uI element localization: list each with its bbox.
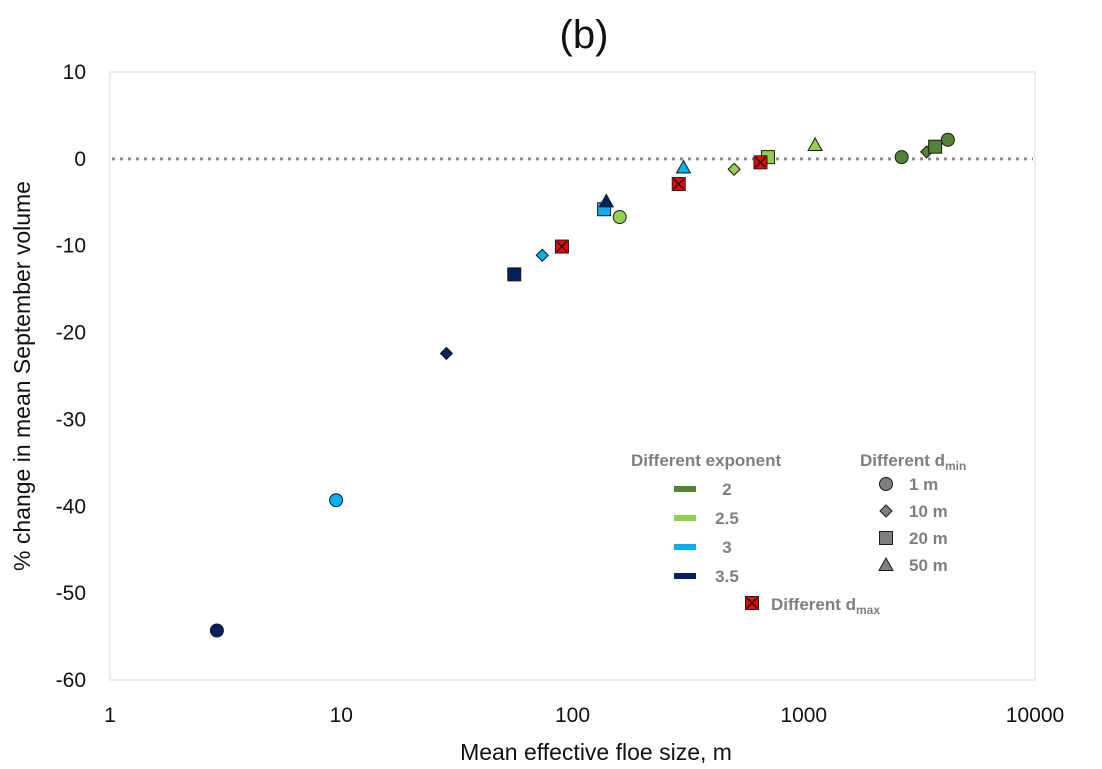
data-point xyxy=(894,150,909,165)
x-axis-ticks: 1 10 100 1000 10000 xyxy=(104,704,1064,727)
legend-swatch xyxy=(674,573,696,579)
data-point xyxy=(940,132,955,147)
legend-dmin-title-sub: min xyxy=(945,459,966,473)
plot-area xyxy=(109,71,1036,681)
y-tick-label: 10 xyxy=(63,61,86,84)
y-tick-label: -30 xyxy=(56,408,86,431)
data-point xyxy=(928,139,943,154)
legend-dmax-symbol-cross xyxy=(746,597,758,609)
legend-exponent-title: Different exponent xyxy=(631,451,782,470)
y-tick-label: -10 xyxy=(56,235,86,258)
legend-marker xyxy=(879,504,893,518)
x-tick-label: 1000 xyxy=(780,704,827,727)
data-point xyxy=(535,248,549,262)
data-point xyxy=(329,493,344,508)
chart-title: (b) xyxy=(560,13,609,57)
legend-dmin-label: 20 m xyxy=(909,529,948,548)
data-point xyxy=(598,193,615,208)
legend-exponent-label: 2 xyxy=(722,480,731,499)
y-tick-label: -40 xyxy=(56,495,86,518)
data-point xyxy=(753,155,768,170)
legend-marker xyxy=(878,556,894,571)
legend-dmin-label: 50 m xyxy=(909,556,948,575)
legend-dmin-entries: 1 m 10 m 20 m 50 m xyxy=(878,475,948,575)
data-point xyxy=(439,346,454,361)
legend-exponent-label: 3 xyxy=(722,538,731,557)
legend: Different exponent 22.533.5 Different dm… xyxy=(631,451,966,617)
legend-dmax-marker xyxy=(745,596,759,610)
data-point xyxy=(507,267,522,282)
legend-dmax-symbol xyxy=(745,596,759,610)
data-point xyxy=(807,136,823,151)
data-point xyxy=(675,159,692,174)
legend-dmin-title-main: Different d xyxy=(860,451,945,470)
legend-dmax-label-sub: max xyxy=(856,603,880,617)
legend-dmax-label-main: Different d xyxy=(771,595,856,614)
legend-dmax-label: Different dmax xyxy=(771,595,880,617)
legend-exponent-label: 3.5 xyxy=(715,567,739,586)
data-point-cross xyxy=(556,241,568,253)
y-axis-ticks: 10 0 -10 -20 -30 -40 -50 -60 xyxy=(56,61,86,692)
x-axis-title: Mean effective floe size, m xyxy=(460,739,732,765)
data-point-cross xyxy=(754,156,767,168)
x-tick-label: 100 xyxy=(555,704,590,727)
y-tick-label: -50 xyxy=(56,582,86,605)
legend-swatch xyxy=(674,486,696,492)
data-point-cross xyxy=(673,178,685,190)
legend-dmin-label: 10 m xyxy=(909,502,948,521)
legend-exponent-label: 2.5 xyxy=(715,509,739,528)
legend-dmin-title: Different dmin xyxy=(860,451,966,473)
y-tick-label: -60 xyxy=(56,669,86,692)
legend-dmin-label: 1 m xyxy=(909,475,938,494)
y-tick-label: -20 xyxy=(56,322,86,345)
x-tick-label: 10 xyxy=(330,704,353,727)
legend-swatch xyxy=(674,515,696,521)
legend-marker xyxy=(879,477,893,491)
data-point xyxy=(671,177,686,192)
legend-exponent-entries: 2 2.5 3 3.5 xyxy=(674,480,739,586)
legend-marker xyxy=(879,531,893,545)
x-tick-label: 1 xyxy=(104,704,116,727)
data-point xyxy=(554,239,569,254)
data-points xyxy=(209,132,955,638)
data-point xyxy=(209,623,224,638)
x-tick-label: 10000 xyxy=(1006,704,1064,727)
data-point xyxy=(727,162,741,176)
data-point xyxy=(612,210,627,225)
y-axis-title: % change in mean September volume xyxy=(9,181,35,571)
y-tick-label: 0 xyxy=(74,148,86,171)
legend-swatch xyxy=(674,544,696,550)
